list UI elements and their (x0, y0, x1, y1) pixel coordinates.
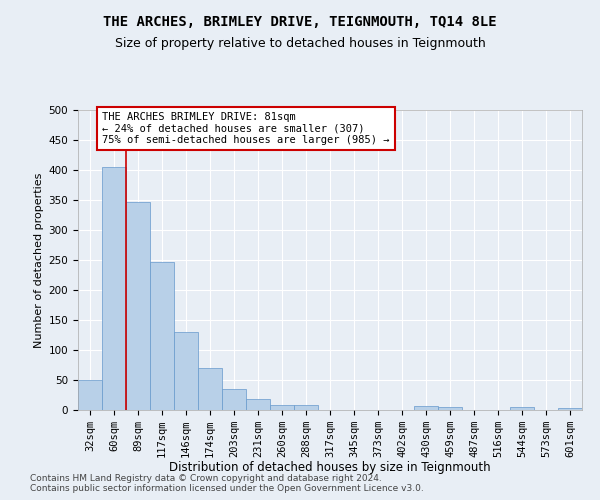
Bar (558, 408, 582, 410)
Bar (246, 399, 270, 410)
Bar (78, 380, 102, 410)
Bar (438, 407, 462, 410)
Text: Contains public sector information licensed under the Open Government Licence v3: Contains public sector information licen… (30, 484, 424, 493)
Bar (198, 368, 222, 410)
Bar (174, 332, 198, 410)
Bar (150, 262, 174, 410)
Bar (414, 406, 438, 410)
Bar (222, 389, 246, 410)
Text: Contains HM Land Registry data © Crown copyright and database right 2024.: Contains HM Land Registry data © Crown c… (30, 474, 382, 483)
Bar (126, 202, 150, 410)
Bar (102, 167, 126, 410)
Bar (510, 407, 534, 410)
Text: THE ARCHES, BRIMLEY DRIVE, TEIGNMOUTH, TQ14 8LE: THE ARCHES, BRIMLEY DRIVE, TEIGNMOUTH, T… (103, 15, 497, 29)
Bar (270, 405, 294, 410)
Text: Size of property relative to detached houses in Teignmouth: Size of property relative to detached ho… (115, 38, 485, 51)
Text: THE ARCHES BRIMLEY DRIVE: 81sqm
← 24% of detached houses are smaller (307)
75% o: THE ARCHES BRIMLEY DRIVE: 81sqm ← 24% of… (102, 112, 389, 145)
Y-axis label: Number of detached properties: Number of detached properties (34, 172, 44, 348)
Bar (294, 405, 318, 410)
X-axis label: Distribution of detached houses by size in Teignmouth: Distribution of detached houses by size … (169, 462, 491, 474)
